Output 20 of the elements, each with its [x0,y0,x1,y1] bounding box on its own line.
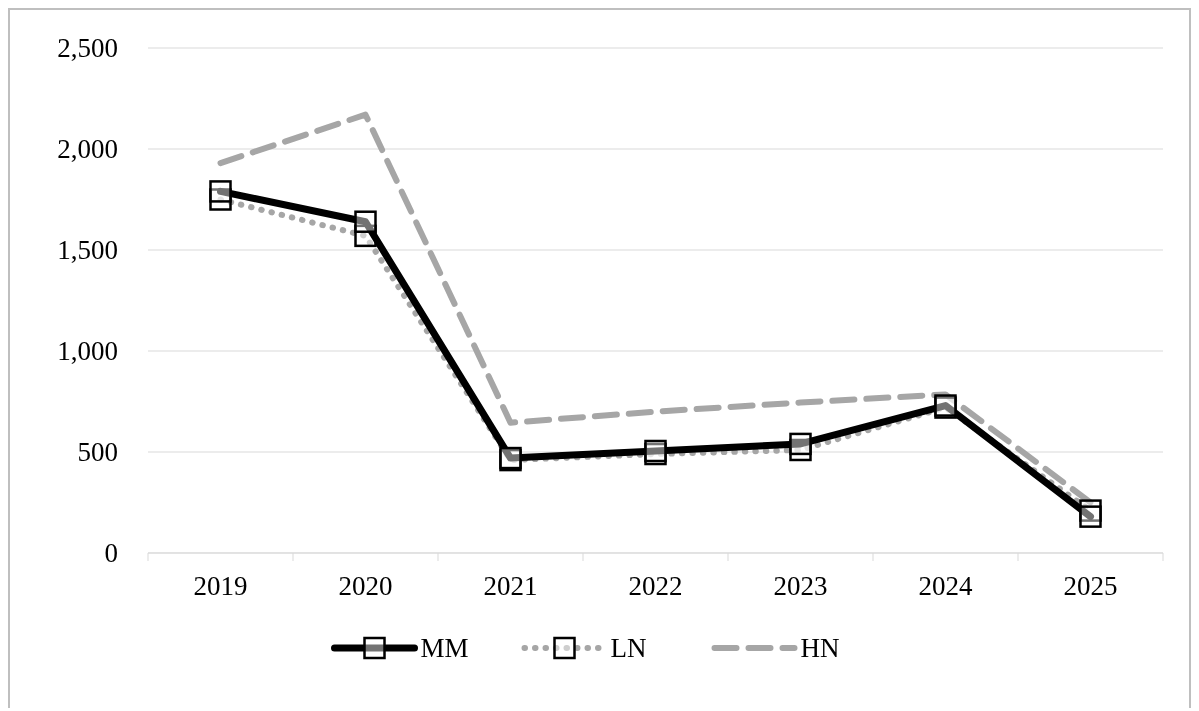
y-tick-label: 1,000 [57,336,118,367]
x-tick-label: 2020 [338,571,393,601]
y-tick-label: 1,500 [57,235,118,266]
point [1079,505,1102,528]
x-tick-label: 2022 [628,571,683,601]
legend-label: LN [610,633,647,664]
x-tick-label: 2021 [483,571,538,601]
x-tick-label: 2019 [193,571,248,601]
x-tick-label: 2025 [1063,571,1118,601]
y-tick-label: 2,000 [57,134,118,165]
point [354,210,377,233]
legend-label: MM [420,633,469,664]
x-tick-label: 2023 [773,571,828,601]
point [789,432,812,456]
y-tick-label: 500 [77,437,118,468]
point [209,180,232,203]
x-tick-label: 2024 [918,571,973,601]
y-tick-label: 0 [104,538,118,569]
y-tick-label: 2,500 [57,33,118,64]
legend-label: HN [800,633,840,664]
